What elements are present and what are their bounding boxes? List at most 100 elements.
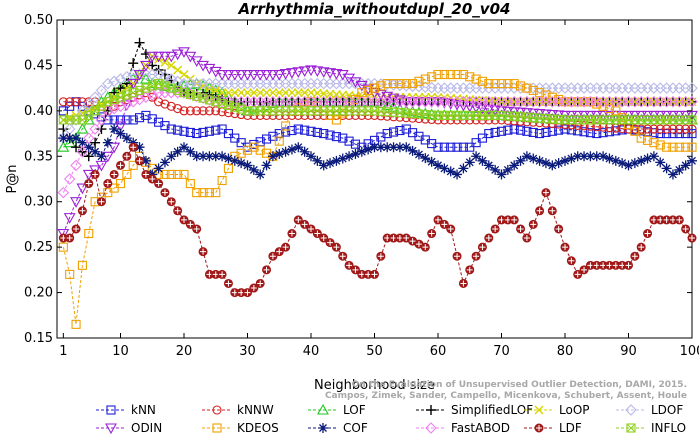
data-point-knn — [204, 126, 214, 136]
y-tick-label: 0.25 — [24, 240, 53, 255]
data-point-knn — [655, 129, 665, 139]
data-point-kdeos — [433, 69, 443, 80]
data-point-kdeos — [636, 133, 646, 143]
data-point-kdeos — [655, 140, 665, 150]
legend-item-knnw: kNNW — [202, 403, 274, 417]
data-point-loop — [300, 88, 310, 98]
data-point-inflo — [630, 115, 640, 125]
data-point-odin — [330, 69, 343, 80]
data-point-ldf-cross — [581, 266, 588, 273]
data-point-kdeos — [236, 148, 246, 158]
data-point-cof — [534, 155, 545, 166]
series-layer — [57, 37, 698, 329]
legend-marker-lof — [317, 403, 329, 415]
y-tick-label: 0.30 — [24, 195, 53, 210]
data-point-knn — [522, 126, 532, 136]
data-point-cof — [121, 133, 132, 144]
data-point-kdeos — [376, 81, 386, 91]
data-point-cof — [102, 137, 113, 148]
data-point-knnw — [223, 108, 233, 118]
data-point-fastabod — [82, 132, 95, 144]
data-point-cof — [115, 128, 126, 139]
data-point-odin — [476, 103, 489, 115]
data-point-inflo — [592, 115, 602, 125]
data-point-inflo — [573, 115, 583, 125]
data-point-ldf-cross — [104, 180, 111, 187]
legend-marker-knnw — [212, 405, 222, 415]
data-point-knn — [560, 124, 570, 134]
data-point-inflo — [674, 115, 684, 125]
data-point-ldf-cross — [562, 244, 568, 251]
data-point-odin — [463, 101, 476, 113]
data-point-odin — [127, 79, 140, 90]
data-point-ldf-cross — [308, 225, 314, 232]
data-point-cof — [64, 133, 75, 144]
data-point-ldf-cross — [435, 216, 441, 223]
data-point-inflo — [338, 106, 348, 116]
data-point-knn — [535, 129, 545, 139]
data-point-odin — [133, 69, 146, 81]
data-point-knn — [674, 129, 684, 139]
data-point-ldf-cross — [149, 176, 156, 182]
data-point-kdeos — [363, 85, 373, 95]
data-point-inflo — [465, 110, 475, 120]
series-odin — [57, 47, 698, 240]
data-point-cof — [477, 155, 488, 166]
data-point-ldf-cross — [346, 262, 353, 269]
data-point-ldf-cross — [422, 244, 429, 251]
data-point-ldf-cross — [193, 225, 200, 232]
data-point-cof — [166, 151, 177, 162]
data-point-kdeos — [522, 83, 532, 93]
data-point-cof — [318, 160, 329, 171]
data-point-kdeos — [242, 145, 253, 155]
data-point-odin — [292, 67, 305, 78]
data-point-odin — [336, 69, 349, 81]
data-point-fastabod — [133, 93, 146, 106]
data-point-ldf-cross — [549, 207, 556, 214]
data-point-ldf-cross — [244, 289, 251, 296]
data-point-kdeos — [446, 69, 456, 80]
data-point-cof — [96, 151, 107, 162]
y-tick-label: 0.50 — [24, 13, 53, 28]
data-point-knn — [141, 110, 151, 120]
data-point-cof — [248, 164, 259, 175]
data-point-odin — [286, 68, 298, 79]
data-point-ldf-cross — [295, 216, 302, 223]
legend-label-odin: ODIN — [131, 421, 162, 434]
data-point-kdeos — [471, 74, 481, 84]
data-point-inflo — [382, 107, 392, 117]
data-point-ldf-cross — [92, 171, 99, 178]
data-point-kdeos — [255, 145, 265, 155]
watermark-line-1: On the Evaluation of Unsupervised Outlie… — [352, 380, 687, 390]
legend-marker-loop — [534, 405, 544, 415]
data-point-ldof — [114, 73, 127, 85]
data-point-cof — [591, 151, 602, 162]
data-point-odin — [114, 121, 127, 133]
data-point-cof — [299, 146, 310, 157]
data-point-inflo — [306, 106, 316, 116]
data-point-inflo — [687, 115, 697, 125]
data-point-knnw — [674, 124, 684, 134]
data-point-cof — [83, 142, 94, 153]
data-point-knn — [135, 113, 145, 123]
data-point-cof — [77, 137, 88, 148]
legend-item-lof: LOF — [308, 403, 366, 417]
data-point-cof — [566, 153, 577, 164]
data-point-kdeos — [484, 79, 494, 89]
data-point-ldf-cross — [327, 239, 334, 246]
data-point-kdeos — [503, 79, 513, 89]
data-point-kdeos — [395, 79, 405, 89]
data-point-knn — [350, 139, 361, 149]
data-point-ldof — [102, 77, 114, 90]
data-point-inflo — [541, 114, 551, 124]
data-point-kdeos — [185, 178, 195, 189]
data-point-inflo — [560, 115, 570, 125]
data-point-loop — [217, 88, 227, 98]
legend-item-odin: ODIN — [96, 421, 162, 434]
data-point-fastabod — [114, 100, 127, 113]
data-point-kdeos — [198, 188, 208, 198]
data-point-cof — [483, 160, 494, 171]
data-point-cof — [172, 146, 183, 157]
data-point-kdeos — [541, 90, 551, 100]
data-point-cof — [579, 151, 590, 162]
